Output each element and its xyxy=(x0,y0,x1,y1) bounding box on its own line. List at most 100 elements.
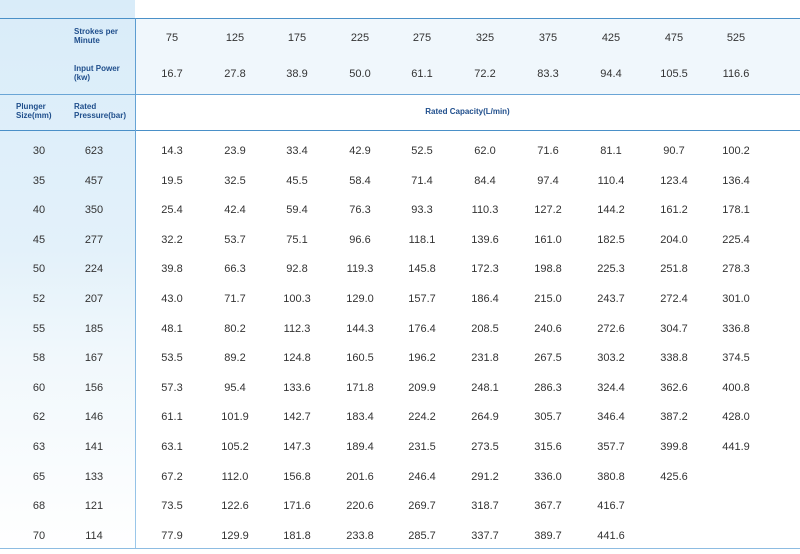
capacity-cell: 76.3 xyxy=(349,204,371,217)
column-divider xyxy=(135,18,136,548)
rated-pressure-cell: 457 xyxy=(84,174,104,187)
capacity-cell: 19.5 xyxy=(161,174,183,187)
capacity-cell: 357.7 xyxy=(597,441,625,453)
capacity-cell: 315.6 xyxy=(534,441,562,453)
rated-pressure-cell: 277 xyxy=(84,233,104,246)
capacity-cell: 231.8 xyxy=(471,352,499,365)
capacity-cell: 273.5 xyxy=(471,441,499,453)
capacity-cell: 272.6 xyxy=(597,322,625,335)
power-label: Input Power (kw) xyxy=(74,64,120,82)
capacity-cell: 182.5 xyxy=(597,233,625,246)
capacity-cell: 209.9 xyxy=(408,381,436,394)
capacity-cell: 286.3 xyxy=(534,381,562,394)
capacity-cell: 267.5 xyxy=(534,352,562,365)
capacity-cell: 172.3 xyxy=(471,263,499,276)
capacity-cell: 100.2 xyxy=(722,145,750,157)
capacity-cell: 225.4 xyxy=(722,233,750,246)
capacity-cell: 84.4 xyxy=(474,174,496,187)
capacity-cell: 161.0 xyxy=(534,233,562,246)
plunger-size-cell: 30 xyxy=(32,145,46,157)
rated-pressure-cell: 133 xyxy=(84,470,104,483)
rated-pressure-cell: 623 xyxy=(84,145,104,157)
plunger-size-cell: 55 xyxy=(32,322,46,335)
capacity-cell: 62.0 xyxy=(474,145,496,157)
plunger-size-cell: 65 xyxy=(32,470,46,483)
capacity-cell: 14.3 xyxy=(161,145,183,157)
capacity-cell: 272.4 xyxy=(660,293,688,305)
capacity-cell: 96.6 xyxy=(349,233,371,246)
capacity-cell: 428.0 xyxy=(722,411,750,424)
capacity-cell: 23.9 xyxy=(224,145,246,157)
capacity-cell: 25.4 xyxy=(161,204,183,217)
rated-pressure-cell: 207 xyxy=(84,293,104,305)
capacity-cell: 71.4 xyxy=(411,174,433,187)
strokes-label: Strokes per Minute xyxy=(74,27,119,45)
capacity-cell: 127.2 xyxy=(534,204,562,217)
capacity-cell: 225.3 xyxy=(597,263,625,276)
capacity-cell: 441.6 xyxy=(597,529,625,542)
capacity-cell: 42.9 xyxy=(349,145,371,157)
capacity-cell: 129.0 xyxy=(346,293,374,305)
capacity-cell: 389.7 xyxy=(534,529,562,542)
capacity-cell: 73.5 xyxy=(161,500,183,513)
power-value: 50.0 xyxy=(349,68,371,80)
capacity-cell: 291.2 xyxy=(471,470,499,483)
strokes-value: 125 xyxy=(225,32,245,44)
power-value: 94.4 xyxy=(600,68,622,80)
capacity-cell: 45.5 xyxy=(286,174,308,187)
capacity-cell: 93.3 xyxy=(411,204,433,217)
power-value: 105.5 xyxy=(660,68,688,80)
rated-pressure-cell: 156 xyxy=(84,381,104,394)
strokes-value: 375 xyxy=(538,32,558,44)
rated-pressure-cell: 141 xyxy=(84,441,104,453)
rated-pressure-cell: 167 xyxy=(84,352,104,365)
capacity-cell: 43.0 xyxy=(161,293,183,305)
capacity-cell: 89.2 xyxy=(224,352,246,365)
capacity-cell: 336.8 xyxy=(722,322,750,335)
capacity-cell: 144.2 xyxy=(597,204,625,217)
capacity-cell: 122.6 xyxy=(221,500,249,513)
capacity-cell: 400.8 xyxy=(722,381,750,394)
capacity-cell: 53.5 xyxy=(161,352,183,365)
plunger-size-cell: 45 xyxy=(32,233,46,246)
capacity-cell: 142.7 xyxy=(283,411,311,424)
capacity-cell: 441.9 xyxy=(722,441,750,453)
capacity-cell: 324.4 xyxy=(597,381,625,394)
body-rule xyxy=(0,130,800,131)
capacity-cell: 425.6 xyxy=(660,470,688,483)
capacity-cell: 110.3 xyxy=(471,204,499,217)
capacity-cell: 269.7 xyxy=(408,500,436,513)
strokes-value: 175 xyxy=(287,32,307,44)
capacity-cell: 248.1 xyxy=(471,381,499,394)
capacity-cell: 224.2 xyxy=(408,411,436,424)
capacity-cell: 80.2 xyxy=(224,322,246,335)
strokes-value: 75 xyxy=(165,32,179,44)
rated-pressure-cell: 350 xyxy=(84,204,104,217)
power-value: 72.2 xyxy=(474,68,496,80)
capacity-cell: 75.1 xyxy=(286,233,308,246)
capacity-cell: 233.8 xyxy=(346,529,374,542)
left-column-background xyxy=(0,0,135,554)
capacity-cell: 380.8 xyxy=(597,470,625,483)
capacity-cell: 110.4 xyxy=(597,174,625,187)
capacity-cell: 147.3 xyxy=(283,441,311,453)
capacity-cell: 157.7 xyxy=(408,293,436,305)
capacity-cell: 112.3 xyxy=(283,322,311,335)
header-background xyxy=(135,18,800,94)
capacity-cell: 48.1 xyxy=(161,322,183,335)
plunger-size-cell: 70 xyxy=(32,529,46,542)
capacity-cell: 161.2 xyxy=(660,204,688,217)
capacity-cell: 112.0 xyxy=(221,470,249,483)
capacity-cell: 136.4 xyxy=(722,174,750,187)
capacity-cell: 374.5 xyxy=(722,352,750,365)
capacity-cell: 387.2 xyxy=(660,411,688,424)
capacity-cell: 318.7 xyxy=(471,500,499,513)
strokes-value: 425 xyxy=(601,32,621,44)
capacity-cell: 101.9 xyxy=(221,411,249,424)
capacity-cell: 336.0 xyxy=(534,470,562,483)
plunger-size-cell: 40 xyxy=(32,204,46,217)
capacity-cell: 186.4 xyxy=(471,293,499,305)
strokes-value: 325 xyxy=(475,32,495,44)
plunger-size-cell: 35 xyxy=(32,174,46,187)
capacity-cell: 95.4 xyxy=(224,381,246,394)
